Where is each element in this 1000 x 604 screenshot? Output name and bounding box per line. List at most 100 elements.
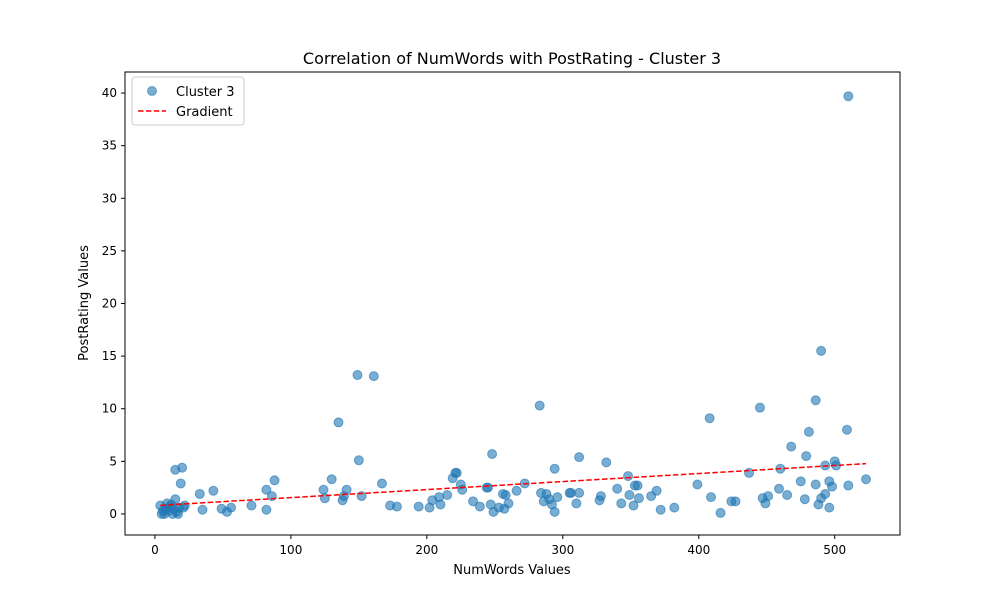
x-tick-label: 200 bbox=[415, 543, 438, 557]
y-tick-label: 15 bbox=[102, 349, 117, 363]
legend-box bbox=[131, 76, 245, 126]
data-point bbox=[754, 402, 765, 413]
data-point bbox=[435, 499, 446, 510]
data-point bbox=[803, 426, 814, 437]
data-point bbox=[843, 91, 854, 102]
data-point bbox=[451, 467, 462, 478]
data-point bbox=[595, 491, 606, 502]
data-point bbox=[269, 475, 280, 486]
data-point bbox=[624, 490, 635, 501]
y-tick-label: 20 bbox=[102, 297, 117, 311]
data-point bbox=[442, 490, 453, 501]
data-point bbox=[318, 484, 329, 495]
data-point bbox=[261, 484, 272, 495]
data-point bbox=[810, 395, 821, 406]
data-point bbox=[633, 493, 644, 504]
x-tick-label: 500 bbox=[823, 543, 846, 557]
y-tick-label: 40 bbox=[102, 86, 117, 100]
data-point bbox=[827, 481, 838, 492]
data-point bbox=[549, 506, 560, 517]
data-point bbox=[246, 500, 257, 511]
data-point bbox=[487, 448, 498, 459]
data-point bbox=[197, 504, 208, 515]
data-point bbox=[474, 501, 485, 512]
data-point bbox=[500, 490, 511, 501]
y-tick-label: 25 bbox=[102, 244, 117, 258]
data-point bbox=[194, 488, 205, 499]
y-tick-label: 35 bbox=[102, 139, 117, 153]
data-point bbox=[782, 490, 793, 501]
data-point bbox=[773, 483, 784, 494]
data-point bbox=[571, 498, 582, 509]
legend: Cluster 3 Gradient bbox=[131, 76, 245, 126]
data-point bbox=[574, 487, 585, 498]
data-point bbox=[368, 371, 379, 382]
data-point bbox=[483, 482, 494, 493]
data-point bbox=[549, 463, 560, 474]
data-point bbox=[816, 345, 827, 356]
gradient-line bbox=[160, 462, 867, 507]
data-point bbox=[341, 484, 352, 495]
data-point bbox=[552, 492, 563, 503]
x-tick-label: 0 bbox=[151, 543, 159, 557]
data-point bbox=[730, 496, 741, 507]
legend-marker-cluster bbox=[147, 86, 157, 96]
legend-label-cluster: Cluster 3 bbox=[176, 85, 235, 100]
data-point bbox=[795, 476, 806, 487]
data-point bbox=[226, 502, 237, 513]
legend-label-gradient: Gradient bbox=[176, 105, 233, 120]
data-point bbox=[841, 424, 852, 435]
data-point bbox=[632, 480, 643, 491]
data-point bbox=[353, 455, 364, 466]
data-point bbox=[612, 483, 623, 494]
x-axis-label: NumWords Values bbox=[453, 563, 571, 578]
y-tick-label: 0 bbox=[109, 507, 117, 521]
y-tick-label: 30 bbox=[102, 191, 117, 205]
data-point bbox=[601, 457, 612, 468]
data-point bbox=[801, 451, 812, 462]
y-tick-label: 5 bbox=[109, 454, 117, 468]
data-point bbox=[326, 474, 337, 485]
data-point bbox=[715, 507, 726, 518]
data-point bbox=[503, 498, 514, 509]
x-tick-label: 100 bbox=[279, 543, 302, 557]
data-point bbox=[208, 485, 219, 496]
data-point bbox=[651, 485, 662, 496]
data-point bbox=[843, 480, 854, 491]
data-point bbox=[820, 488, 831, 499]
data-point bbox=[574, 452, 585, 463]
x-tick-label: 300 bbox=[551, 543, 574, 557]
data-point bbox=[177, 462, 188, 473]
data-point bbox=[669, 502, 680, 513]
data-point bbox=[861, 474, 872, 485]
data-point bbox=[786, 441, 797, 452]
data-point bbox=[261, 504, 272, 515]
data-point bbox=[170, 494, 181, 505]
data-point bbox=[655, 504, 666, 515]
data-point bbox=[763, 491, 774, 502]
data-point bbox=[565, 487, 576, 498]
data-point bbox=[628, 500, 639, 511]
data-point bbox=[706, 492, 717, 503]
data-point bbox=[623, 471, 634, 482]
y-axis-label: PostRating Values bbox=[77, 245, 92, 361]
x-tick-label: 400 bbox=[687, 543, 710, 557]
data-point bbox=[333, 417, 344, 428]
chart-title: Correlation of NumWords with PostRating … bbox=[303, 49, 721, 68]
data-point bbox=[616, 498, 627, 509]
data-point bbox=[824, 502, 835, 513]
data-point bbox=[511, 485, 522, 496]
data-point bbox=[704, 413, 715, 424]
data-point bbox=[175, 478, 186, 489]
data-point bbox=[179, 500, 190, 511]
data-point bbox=[534, 400, 545, 411]
data-point bbox=[799, 494, 810, 505]
data-point bbox=[468, 496, 479, 507]
data-point bbox=[376, 478, 387, 489]
data-point bbox=[391, 501, 402, 512]
data-point bbox=[413, 501, 424, 512]
y-tick-label: 10 bbox=[102, 402, 117, 416]
plot-area: 0 100 200 300 400 500 0 5 10 15 20 25 30 35 40 bbox=[102, 71, 901, 557]
